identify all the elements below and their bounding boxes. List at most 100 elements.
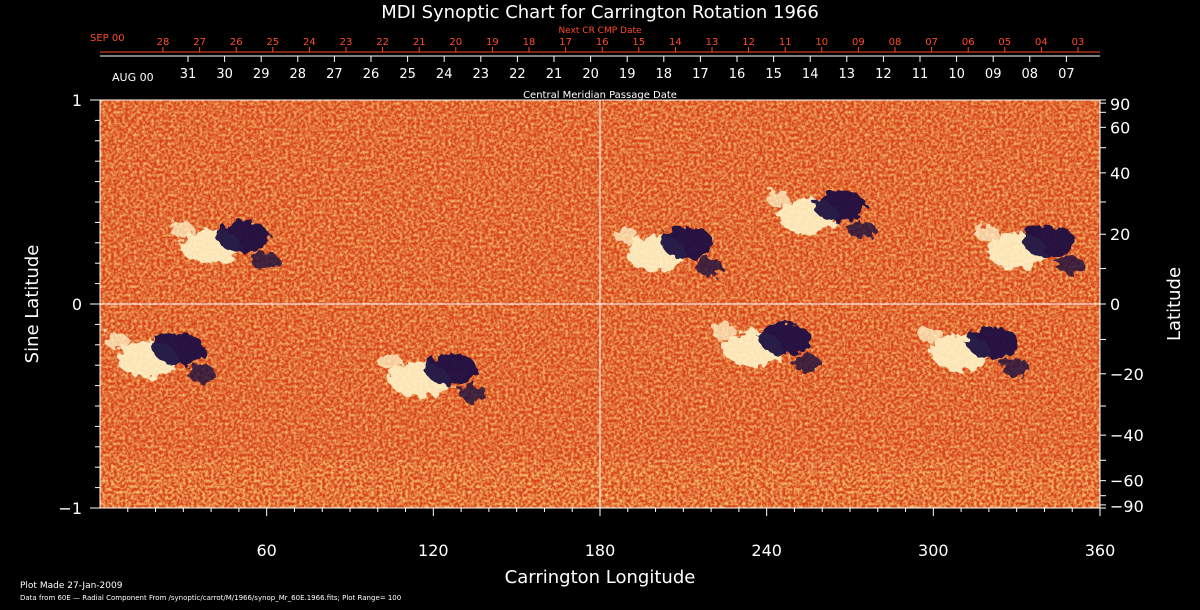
y-tick-label-left: 0 [72,295,82,314]
cmp-day-label: 27 [326,67,343,82]
cmp-day-label: 30 [216,67,233,82]
cmp-day-label: 21 [546,67,563,82]
x-tick-label: 60 [256,541,276,560]
next-cr-day-label: 27 [193,37,206,48]
positive-polarity-patch [377,353,402,370]
cmp-day-label: 23 [473,67,490,82]
positive-polarity-patch [766,190,791,207]
positive-polarity-patch [974,224,999,241]
cmp-day-label: 11 [912,67,929,82]
active-region [919,326,1029,376]
negative-polarity-patch [459,384,488,403]
next-cr-day-label: 12 [742,37,755,48]
cmp-day-label: 18 [656,67,673,82]
positive-polarity-patch [710,322,735,339]
next-cr-day-label: 28 [157,37,170,48]
y-tick-label-right: −20 [1110,365,1144,384]
cmp-day-label: 31 [180,67,197,82]
y-tick-label-right: 20 [1110,225,1130,244]
negative-polarity-patch [661,226,714,259]
cmp-day-label: 10 [948,67,965,82]
negative-polarity-patch [217,220,269,253]
next-cr-day-label: 13 [706,37,719,48]
negative-polarity-patch [153,333,206,365]
positive-polarity-patch [919,326,943,343]
y-axis-right: 90 60 40 20 0 −20 −40 −60 −90 [1100,95,1144,516]
cmp-day-label: 19 [619,67,636,82]
active-region [105,333,216,382]
negative-polarity-patch [792,353,821,372]
next-cr-day-label: 19 [486,37,499,48]
negative-polarity-patch [251,251,279,270]
cmp-day-label: 16 [729,67,746,82]
cmp-month-label: AUG 00 [112,71,154,84]
cmp-day-label: 28 [290,67,307,82]
next-cr-day-label: 20 [449,37,462,48]
cmp-day-label: 15 [765,67,782,82]
next-cr-day-label: 03 [1072,37,1085,48]
y-tick-label-right: 60 [1110,118,1130,137]
x-tick-label: 240 [751,541,782,560]
negative-polarity-patch [814,190,867,223]
next-cr-day-label: 25 [266,37,279,48]
next-cr-day-label: 11 [779,37,792,48]
cmp-day-label: 26 [363,67,380,82]
next-cr-day-label: 18 [523,37,536,48]
active-region [613,226,724,276]
active-regions [105,190,1085,403]
cmp-day-label: 25 [399,67,416,82]
cmp-day-label: 17 [692,67,709,82]
y-tick-label-right: 40 [1110,164,1130,183]
next-cr-axis-label: Next CR CMP Date [558,26,642,36]
y-tick-label-right: 0 [1110,295,1120,314]
cmp-axis-label: Central Meridian Passage Date [523,90,677,101]
cmp-day-label: 07 [1058,67,1075,82]
next-cr-day-label: 23 [340,37,353,48]
next-cr-day-label: 04 [1035,37,1048,48]
positive-polarity-patch [613,226,638,243]
cmp-day-label: 29 [253,67,270,82]
next-cr-day-label: 14 [669,37,682,48]
cmp-day-label: 24 [436,67,453,82]
y-axis-label-right: Latitude [1164,267,1185,341]
active-region [766,190,877,240]
next-cr-day-label: 21 [413,37,426,48]
negative-polarity-patch [1056,255,1085,274]
plot-made-note: Plot Made 27-Jan-2009 [20,581,123,591]
next-cr-day-label: 15 [632,37,645,48]
next-cr-day-label: 17 [559,37,572,48]
cmp-day-label: 08 [1022,67,1039,82]
y-tick-label-left: 1 [72,91,82,110]
next-cr-day-label: 26 [230,37,243,48]
y-axis-label-left: Sine Latitude [22,245,43,364]
data-source-note: Data from 60E — Radial Component From /s… [20,594,401,602]
cmp-date-axis: 31 30 29 28 27 26 25 24 23 22 21 20 19 18 17 16 15 14 13 12… [100,55,1100,82]
cmp-day-label: 14 [802,67,819,82]
next-cr-date-axis: 28 27 26 25 24 23 22 21 20 19 18 17 16 15 14 13 12 11 10 09… [100,37,1100,53]
next-cr-day-label: 10 [815,37,828,48]
next-cr-day-label: 16 [596,37,609,48]
active-region [377,353,488,403]
x-axis-label: Carrington Longitude [505,567,696,588]
next-cr-day-label: 05 [998,37,1011,48]
cmp-day-label: 22 [509,67,526,82]
active-region [710,322,821,372]
active-region [974,224,1085,274]
next-cr-day-label: 24 [303,37,316,48]
negative-polarity-patch [695,257,724,276]
negative-polarity-patch [1001,357,1029,376]
cmp-day-label: 20 [582,67,599,82]
negative-polarity-patch [758,322,811,355]
negative-polarity-patch [1022,224,1075,257]
x-axis: 60 120 180 240 300 360 [127,508,1115,560]
y-axis-left: 1 0 −1 [58,91,100,518]
negative-polarity-patch [187,364,216,382]
y-tick-label-right: −60 [1110,472,1144,491]
negative-polarity-patch [967,326,1019,359]
next-cr-day-label: 07 [925,37,938,48]
x-tick-label: 300 [918,541,949,560]
next-cr-day-label: 06 [962,37,975,48]
next-cr-day-label: 22 [376,37,389,48]
y-tick-label-right: −40 [1110,426,1144,445]
